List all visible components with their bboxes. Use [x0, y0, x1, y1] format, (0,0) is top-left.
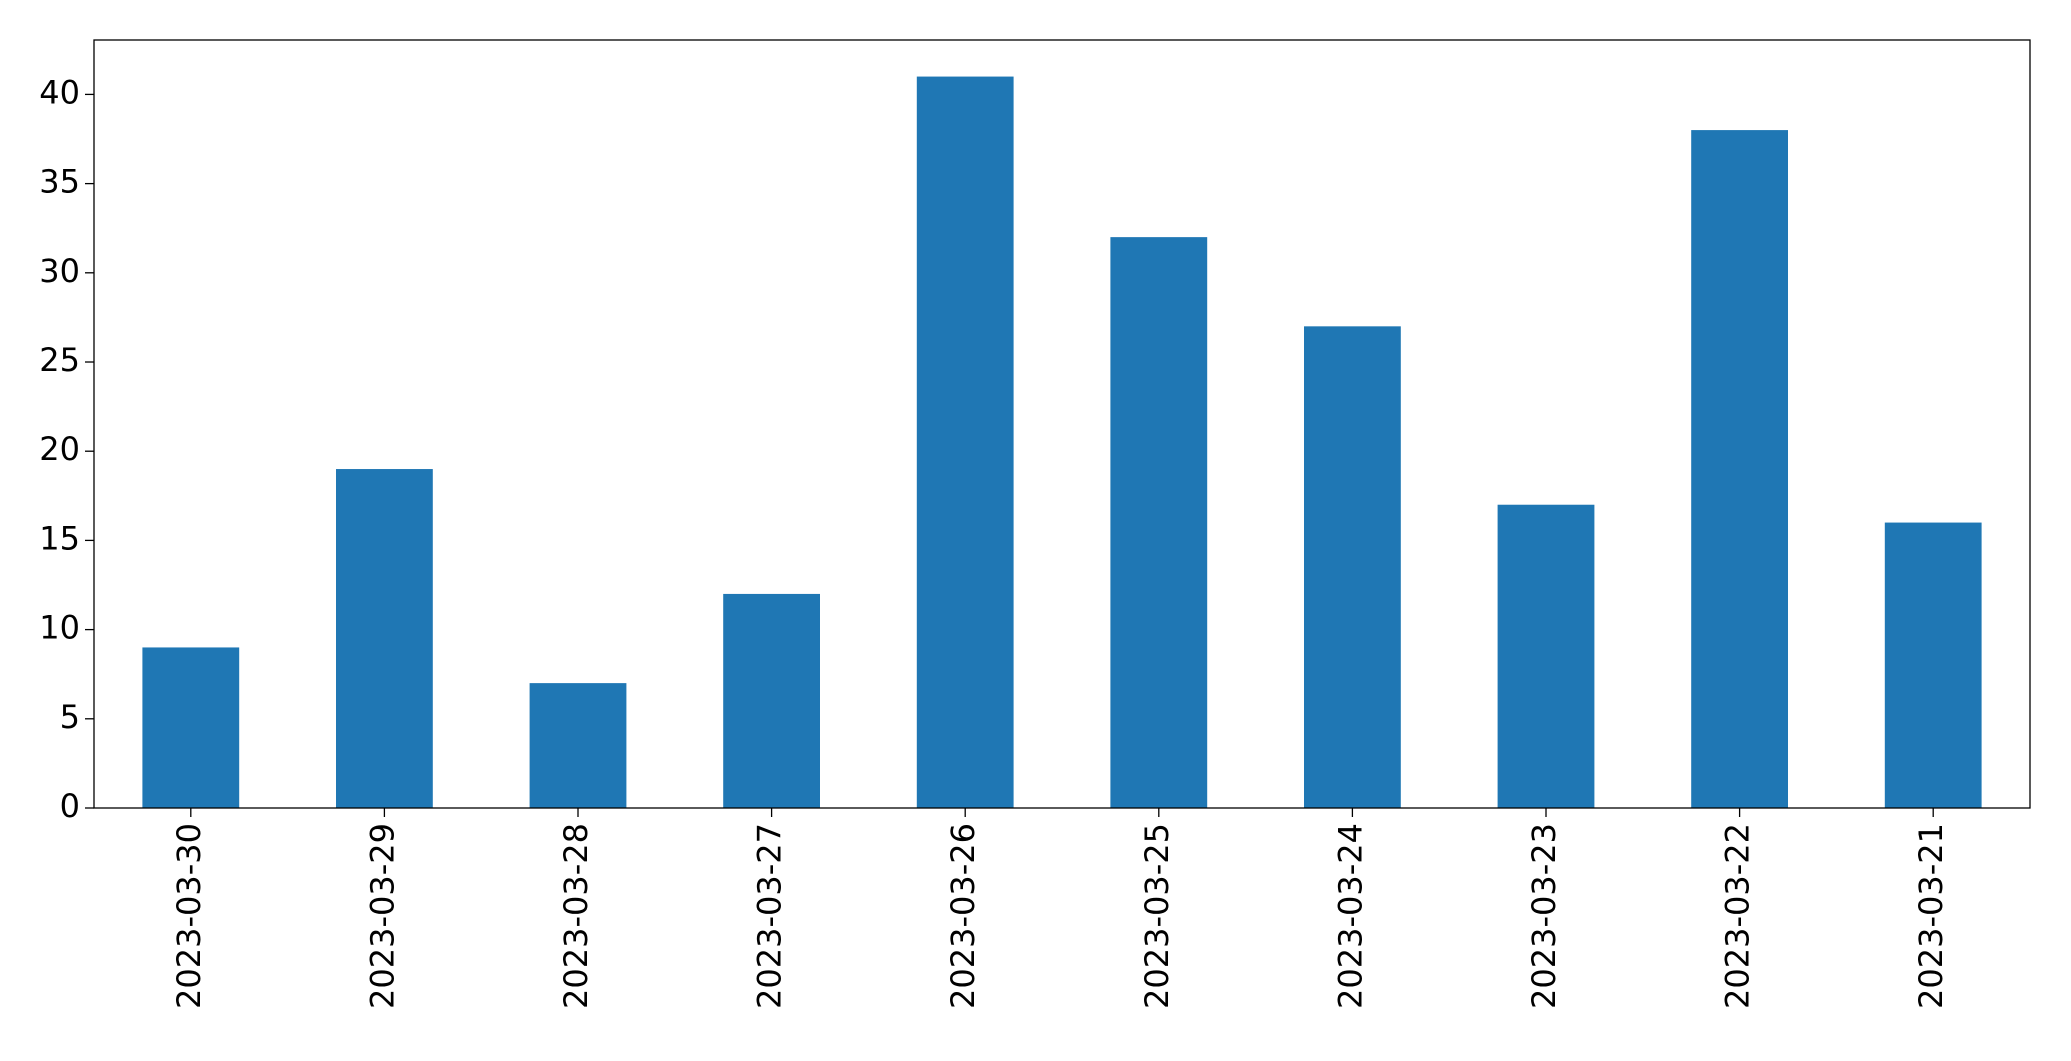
x-tick-label: 2023-03-22: [1719, 823, 1757, 1009]
y-tick-label: 25: [39, 341, 80, 379]
y-tick-label: 20: [39, 430, 80, 468]
x-tick-label: 2023-03-28: [557, 823, 595, 1009]
x-tick-label: 2023-03-27: [751, 823, 789, 1009]
bar: [916, 76, 1014, 809]
bar: [336, 469, 433, 808]
bar: [1497, 504, 1595, 808]
bar: [723, 593, 820, 808]
y-tick-label: 40: [39, 73, 80, 111]
x-tick-label: 2023-03-26: [944, 823, 982, 1009]
y-tick-label: 35: [39, 163, 80, 201]
y-tick-label: 10: [39, 609, 80, 647]
x-tick-label: 2023-03-30: [170, 823, 208, 1009]
x-tick-label: 2023-03-21: [1912, 823, 1950, 1009]
bar: [1884, 522, 1982, 808]
y-tick-label: 30: [39, 252, 80, 290]
bar: [529, 683, 627, 808]
bar: [1304, 326, 1401, 808]
bar: [1691, 130, 1788, 809]
x-tick-label: 2023-03-29: [363, 823, 401, 1009]
y-tick-label: 15: [39, 519, 80, 557]
axes-frame: [93, 39, 2031, 809]
y-tick-label: 5: [60, 698, 80, 736]
x-tick-label: 2023-03-23: [1525, 823, 1563, 1009]
x-tick-label: 2023-03-24: [1331, 823, 1369, 1009]
x-tick-label: 2023-03-25: [1138, 823, 1176, 1009]
bar: [1110, 237, 1208, 809]
y-tick-label: 0: [60, 787, 80, 825]
bar: [142, 647, 240, 808]
